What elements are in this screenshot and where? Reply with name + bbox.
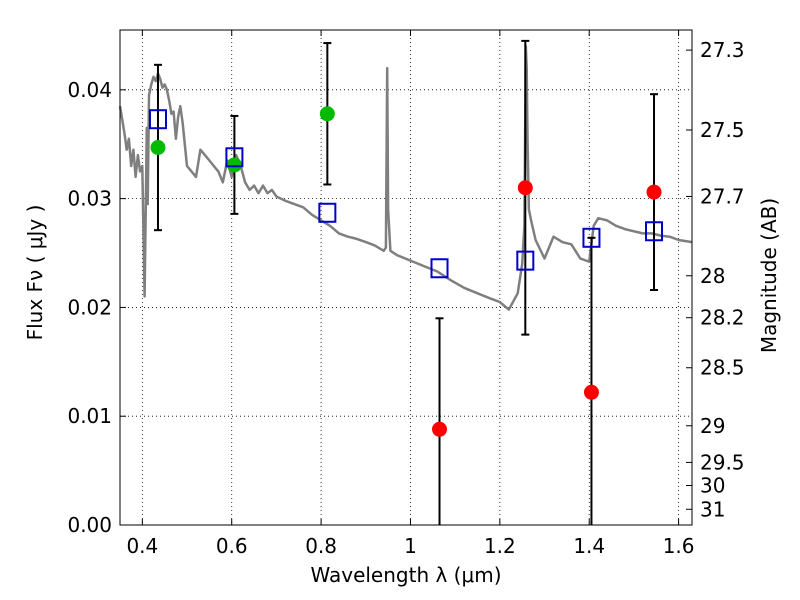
x-tick-label: 0.8 (305, 534, 337, 558)
model-flux-point (430, 258, 449, 279)
y-tick-label: 0.02 (67, 295, 112, 319)
x-axis-label: Wavelength λ (μm) (310, 563, 501, 587)
magnitude-tick-label: 31 (700, 497, 725, 521)
axis-ticks: 0.4 0.6 0.8 1 1.2 1.4 1.6 0.00 0.01 0.02 0.03 0.04 2… (67, 30, 745, 558)
model-flux-point (645, 221, 664, 242)
magnitude-tick-label: 30 (700, 474, 725, 498)
flux-point (646, 184, 662, 200)
magnitude-tick-label: 29 (700, 414, 725, 438)
grid-lines (120, 30, 692, 526)
model-flux-point (516, 250, 535, 271)
magnitude-tick-label: 29.5 (700, 450, 745, 474)
magnitude-tick-label: 27.5 (700, 118, 745, 142)
model-flux-point (225, 147, 244, 168)
magnitude-tick-label: 27.3 (700, 38, 745, 62)
error-bars (153, 39, 659, 525)
x-tick-label: 1.4 (573, 534, 605, 558)
x-tick-label: 1 (404, 534, 417, 558)
y-axis-label: Flux Fν ( μJy ) (23, 205, 47, 341)
y-tick-label: 0.00 (67, 513, 112, 537)
magnitude-tick-label: 28.5 (700, 356, 745, 380)
flux-point (432, 421, 448, 437)
model-flux-point (582, 227, 601, 248)
magnitude-tick-label: 28 (700, 264, 725, 288)
y-axis-right-label: Magnitude (AB) (757, 198, 781, 353)
model-spectrum (118, 45, 693, 311)
y-tick-label: 0.03 (67, 187, 112, 211)
flux-point (319, 106, 335, 122)
flux-point (583, 384, 599, 400)
x-tick-label: 1.2 (484, 534, 516, 558)
flux-point (150, 139, 166, 155)
magnitude-tick-label: 27.7 (700, 184, 745, 208)
data-points (148, 106, 664, 437)
x-tick-label: 0.6 (216, 534, 248, 558)
model-flux-point (148, 109, 167, 130)
x-tick-label: 1.6 (663, 534, 695, 558)
flux-point (226, 157, 242, 173)
plot-frame (119, 29, 693, 526)
magnitude-tick-label: 28.2 (700, 306, 745, 330)
y-tick-label: 0.04 (67, 78, 112, 102)
flux-point (517, 180, 533, 196)
y-tick-label: 0.01 (67, 404, 112, 428)
spectrum-line (118, 45, 693, 311)
x-tick-label: 0.4 (126, 534, 158, 558)
model-flux-point (318, 202, 337, 223)
